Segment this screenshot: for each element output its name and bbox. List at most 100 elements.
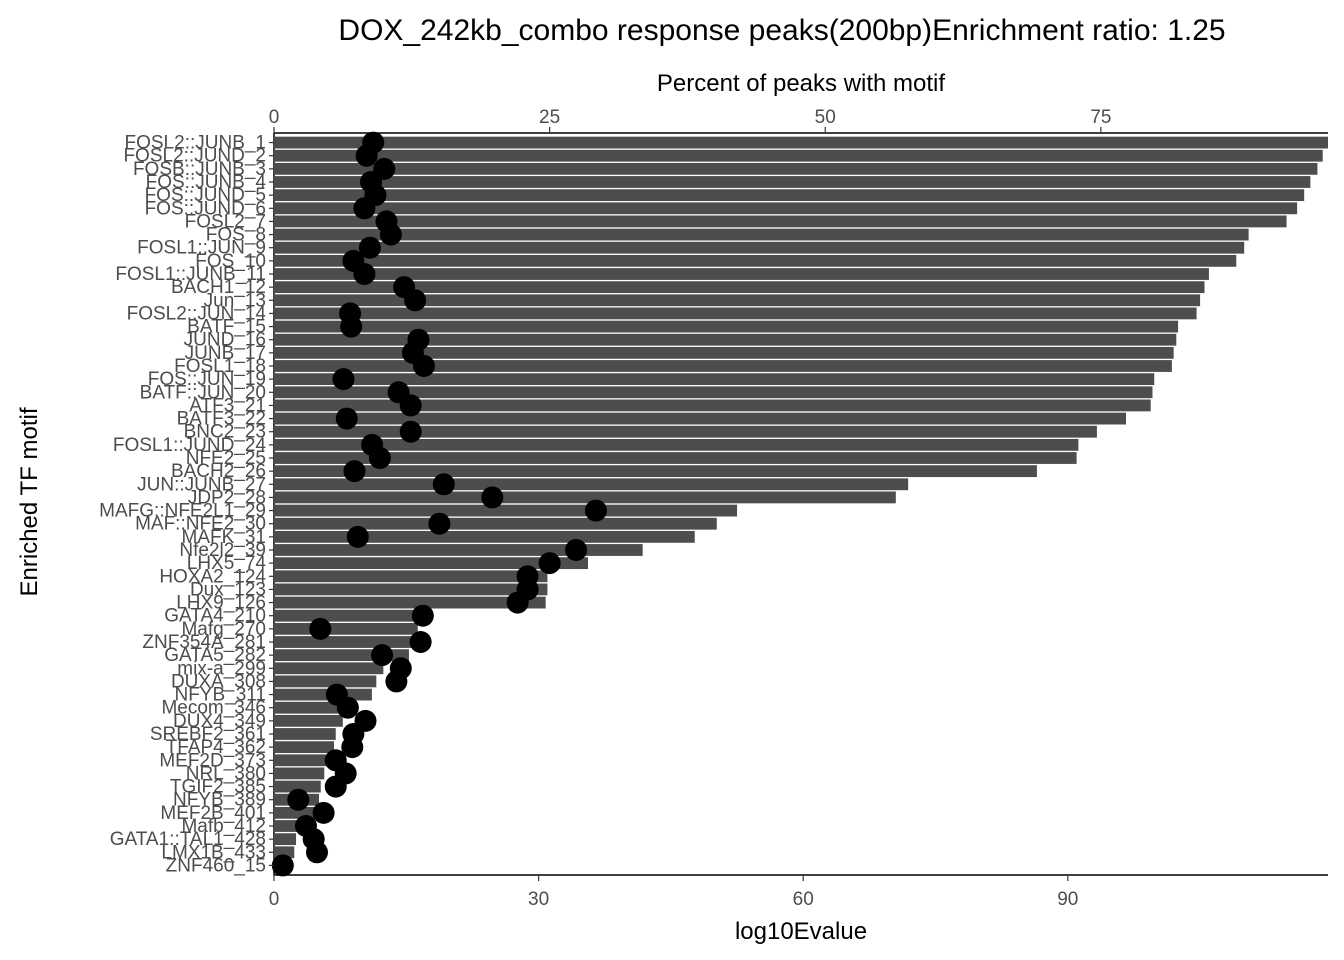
category-label: Mecom_346: [161, 698, 266, 719]
category-label: JUNB_17: [185, 343, 266, 364]
point: [584, 499, 607, 522]
point: [346, 525, 369, 548]
point: [481, 486, 504, 509]
bar: [274, 360, 1172, 372]
category-label: MEF2D_373: [159, 750, 266, 771]
bar: [274, 176, 1311, 188]
points: [271, 131, 607, 877]
category-label: FOSL2::JUN_14: [127, 303, 267, 324]
category-label: Jun_13: [204, 290, 266, 311]
category-label: TGIF2_385: [170, 777, 266, 798]
bar: [274, 386, 1153, 399]
category-label: MAF::NFE2_30: [135, 514, 266, 535]
category-label: NFYB_389: [173, 790, 266, 811]
category-label: FOSB::JUNB_3: [133, 159, 266, 180]
category-label: DUX4_349: [173, 711, 266, 732]
bar: [274, 557, 588, 570]
category-label: BNC2_23: [184, 422, 266, 443]
category-label: MAFK_31: [182, 527, 266, 548]
point: [353, 197, 376, 220]
bar: [274, 544, 643, 556]
category-label: Mafg_270: [181, 619, 266, 640]
point: [335, 407, 358, 430]
chart-title: DOX_242kb_combo response peaks(200bp)Enr…: [338, 14, 1225, 47]
bar: [274, 478, 909, 491]
point: [538, 552, 561, 575]
point: [399, 420, 422, 443]
category-label: NRL_380: [186, 763, 266, 784]
bar: [274, 662, 384, 675]
bar: [274, 517, 717, 530]
bar: [274, 491, 896, 504]
x-top-tick-label: 50: [815, 107, 836, 128]
category-label: BATF_15: [187, 317, 266, 338]
category-label: NFYB_311: [174, 685, 266, 706]
point: [332, 368, 355, 391]
category-label: NFE2_25: [186, 448, 266, 469]
bar: [274, 688, 372, 701]
point: [506, 591, 529, 614]
point: [271, 854, 294, 877]
bar: [274, 399, 1151, 412]
category-label: FOS::JUNB_4: [146, 172, 267, 193]
category-labels: FOSL2::JUNB_1FOSL2::JUND_2FOSB::JUNB_3FO…: [99, 133, 266, 877]
category-label: FOS::JUND_5: [145, 185, 266, 206]
bar: [274, 609, 419, 622]
bar: [274, 425, 1097, 438]
category-label: SREBF2_361: [150, 724, 266, 745]
category-label: Nfe2l2_39: [179, 540, 266, 561]
point: [312, 801, 335, 824]
point: [355, 144, 378, 167]
point: [409, 631, 432, 653]
category-label: TFAP4_362: [166, 737, 266, 758]
bar: [274, 820, 310, 832]
point: [358, 236, 381, 259]
bar: [274, 570, 548, 583]
point: [411, 604, 434, 627]
point: [368, 447, 391, 469]
x-top-tick-label: 75: [1090, 107, 1111, 128]
point: [379, 223, 402, 246]
category-label: FOSL2::JUND_2: [123, 146, 266, 167]
category-label: Dux_123: [190, 579, 266, 600]
bar: [274, 583, 548, 596]
point: [385, 670, 408, 693]
category-label: JUN::JUNB_27: [137, 474, 266, 495]
bar: [274, 649, 409, 662]
point: [341, 736, 364, 759]
category-label: FOSL1::JUN_9: [137, 238, 266, 259]
bar: [274, 136, 1328, 149]
bar: [274, 504, 738, 517]
x-bottom-tick-label: 0: [269, 889, 280, 910]
x-top-axis-title: Percent of peaks with motif: [657, 70, 945, 97]
point: [412, 355, 435, 377]
bar: [274, 228, 1249, 241]
category-label: BATF3_22: [177, 409, 266, 430]
point: [287, 788, 310, 811]
category-label: HOXA2_124: [159, 566, 266, 587]
bar: [274, 741, 334, 754]
bar: [274, 728, 336, 740]
category-label: FOS_8: [206, 225, 266, 246]
category-label: DUXA_308: [171, 671, 266, 692]
point: [371, 644, 394, 667]
bar: [274, 701, 347, 714]
bar: [274, 767, 325, 780]
bar: [274, 530, 695, 543]
bar: [274, 636, 414, 648]
bar: [274, 162, 1318, 175]
x-bottom-tick-label: 30: [528, 889, 549, 910]
bar: [274, 846, 295, 859]
y-axis-title: Enriched TF motif: [16, 407, 43, 596]
category-label: FOSL1_18: [174, 356, 266, 377]
category-label: mix-a_299: [177, 658, 266, 679]
point: [565, 539, 588, 561]
point: [305, 841, 328, 864]
category-label: FOS::JUN_19: [148, 369, 266, 390]
category-label: GATA5_282: [164, 645, 266, 666]
point: [309, 617, 332, 640]
category-label: Mafb_412: [181, 816, 266, 837]
bar: [274, 452, 1077, 464]
category-label: MAFG::NFE2L1_29: [99, 501, 266, 522]
point: [343, 460, 366, 483]
